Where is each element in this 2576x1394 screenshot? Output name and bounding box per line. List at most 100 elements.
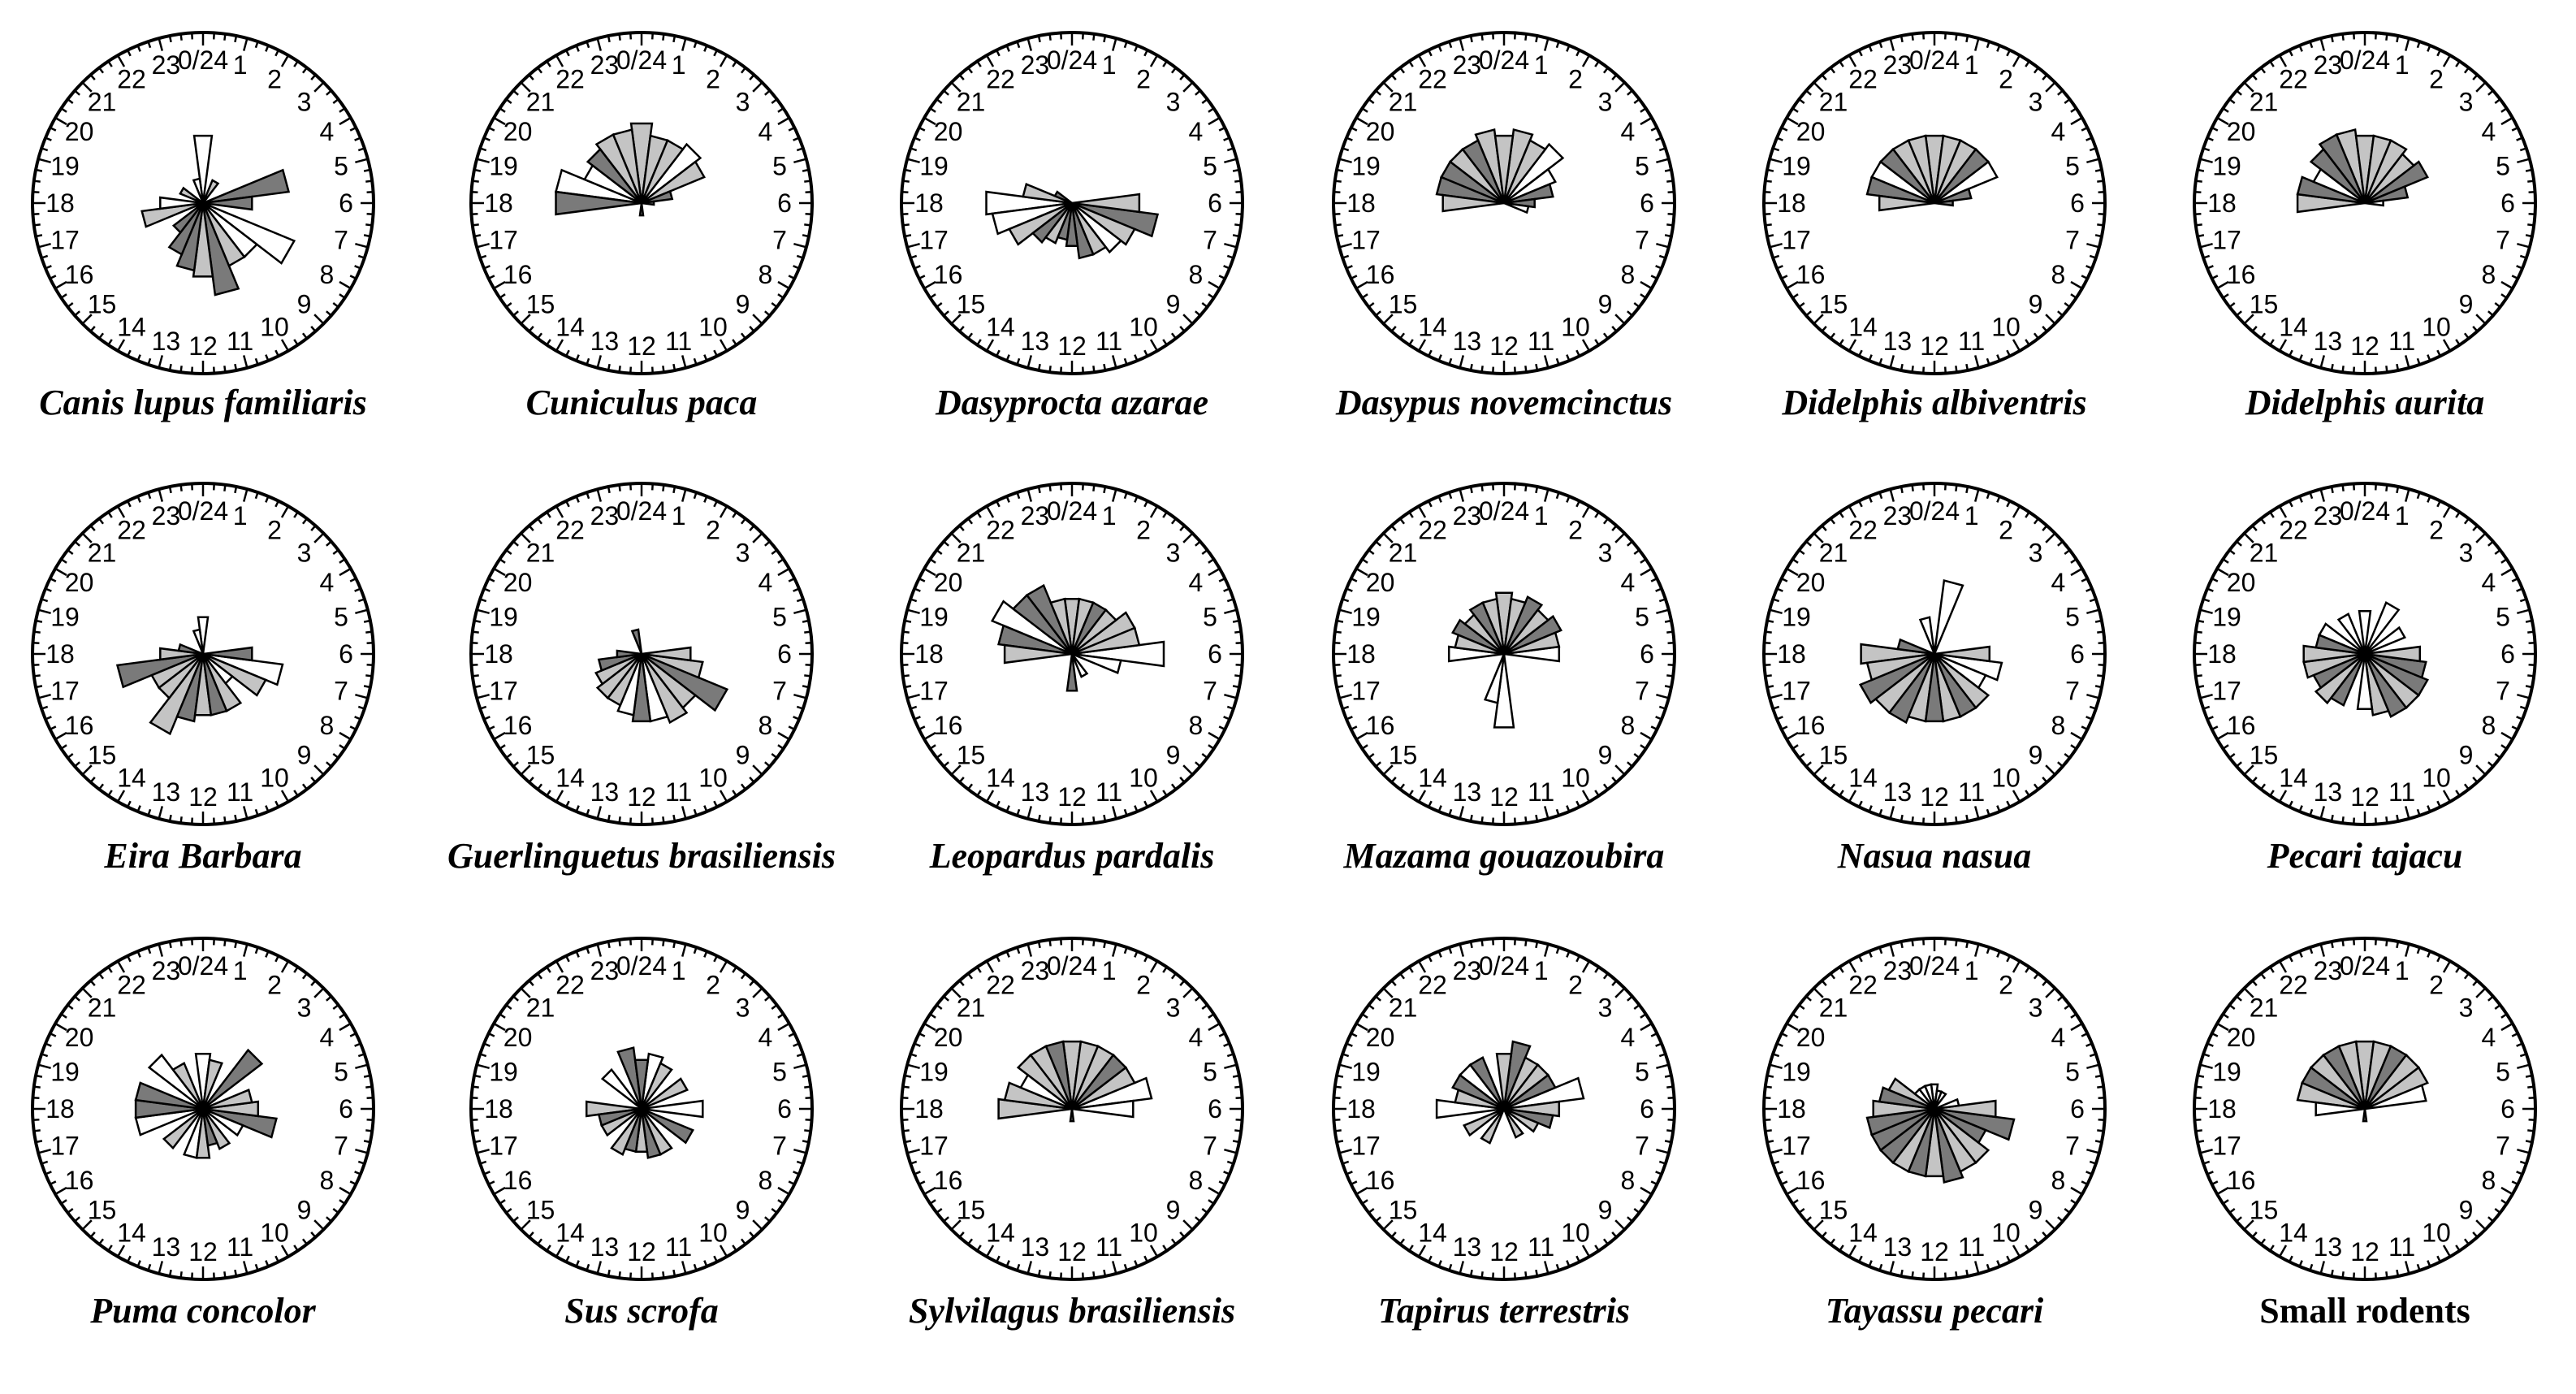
tick-mark	[2243, 1219, 2254, 1231]
rose-wedge	[641, 200, 655, 206]
hour-label: 14	[1418, 763, 1447, 792]
tick-mark	[1943, 817, 1947, 825]
tick-mark	[1655, 265, 1662, 270]
tick-mark	[1666, 1129, 1674, 1132]
rose-wedge	[641, 1077, 689, 1110]
tick-mark	[1092, 366, 1096, 373]
tick-mark	[1524, 33, 1528, 41]
tick-mark	[528, 525, 534, 531]
tick-mark	[1232, 1140, 1240, 1144]
hour-label: 23	[1021, 956, 1050, 985]
tick-mark	[796, 147, 804, 152]
rose-wedge	[1019, 1073, 1073, 1110]
hour-label: 23	[2314, 501, 2343, 530]
tick-mark	[2487, 1216, 2494, 1223]
tick-mark	[1375, 1216, 1381, 1223]
tick-mark	[777, 1022, 790, 1032]
tick-mark	[363, 685, 371, 689]
hour-label: 21	[526, 88, 555, 117]
tick-mark	[1112, 488, 1117, 502]
tick-mark	[2405, 37, 2410, 51]
tick-mark	[1179, 525, 1186, 531]
tick-mark	[1555, 41, 1560, 49]
tick-mark	[1535, 486, 1539, 494]
species-label: Dasyprocta azarae	[935, 383, 1208, 422]
tick-mark	[967, 332, 974, 340]
tick-mark	[2081, 577, 2088, 582]
rose-wedge	[641, 189, 674, 205]
tick-mark	[472, 223, 479, 227]
hour-label: 6	[1640, 1094, 1654, 1123]
tick-mark	[1399, 972, 1406, 980]
tick-mark	[473, 1074, 482, 1078]
tick-mark	[223, 366, 227, 373]
tick-mark	[607, 1269, 611, 1277]
tick-mark	[2094, 1074, 2103, 1078]
tick-mark	[1182, 987, 1194, 998]
tick-mark	[1375, 761, 1381, 768]
tick-mark	[512, 995, 519, 1002]
hour-label: 18	[45, 1094, 75, 1123]
tick-mark	[2517, 694, 2531, 699]
tick-mark	[499, 558, 506, 564]
rose-wedge	[202, 1107, 245, 1137]
tick-mark	[1857, 955, 1863, 963]
tick-mark	[1437, 805, 1442, 812]
tick-mark	[943, 995, 949, 1002]
hour-label: 15	[526, 741, 555, 770]
tick-mark	[777, 107, 784, 113]
tick-mark	[1134, 805, 1139, 812]
tick-mark	[41, 705, 49, 710]
tick-mark	[929, 293, 936, 299]
tick-mark	[2228, 98, 2236, 105]
hour-label: 2	[706, 65, 720, 94]
tick-mark	[1375, 540, 1381, 547]
tick-mark	[1417, 339, 1427, 352]
tick-mark	[2341, 816, 2345, 824]
hour-label: 13	[2314, 777, 2343, 807]
hour-label: 18	[914, 1094, 944, 1123]
tick-mark	[1016, 491, 1021, 500]
tick-mark	[1566, 805, 1571, 812]
hour-label: 16	[934, 711, 963, 740]
hour-label: 7	[1203, 1132, 1217, 1161]
tick-mark	[74, 540, 80, 547]
tick-mark	[2206, 587, 2214, 592]
tick-mark	[1765, 1129, 1772, 1132]
hour-label: 10	[1129, 312, 1158, 341]
hour-label: 19	[919, 151, 949, 180]
tick-mark	[2353, 1272, 2356, 1279]
rose-wedge	[1865, 652, 1935, 682]
hour-label: 14	[555, 763, 585, 792]
tick-mark	[2374, 817, 2377, 825]
tick-mark	[713, 955, 719, 963]
hour-label: 8	[2051, 711, 2066, 740]
tick-mark	[1448, 357, 1453, 366]
tick-mark	[2206, 1042, 2214, 1047]
tick-mark	[1544, 943, 1549, 957]
tick-mark	[355, 243, 369, 249]
tick-mark	[2195, 180, 2202, 183]
tick-mark	[1382, 764, 1394, 776]
tick-mark	[1655, 1042, 1662, 1047]
tick-mark	[703, 45, 708, 52]
tick-mark	[1900, 486, 1904, 494]
tick-mark	[546, 339, 551, 346]
tick-mark	[802, 685, 810, 689]
tick-mark	[1437, 45, 1442, 52]
tick-mark	[564, 1255, 570, 1262]
rose-wedge	[177, 643, 204, 656]
tick-mark	[693, 1263, 698, 1271]
tick-mark	[1027, 37, 1032, 51]
tick-mark	[2243, 764, 2254, 776]
tick-mark	[1170, 972, 1177, 980]
tick-mark	[2396, 35, 2400, 43]
tick-mark	[777, 744, 784, 750]
hour-label: 18	[2207, 188, 2237, 218]
tick-mark	[520, 1219, 531, 1231]
tick-mark	[1792, 558, 1799, 564]
hour-label: 23	[2314, 50, 2343, 80]
tick-mark	[1805, 1216, 1812, 1223]
hour-label: 22	[1418, 516, 1447, 545]
tick-mark	[254, 491, 259, 500]
